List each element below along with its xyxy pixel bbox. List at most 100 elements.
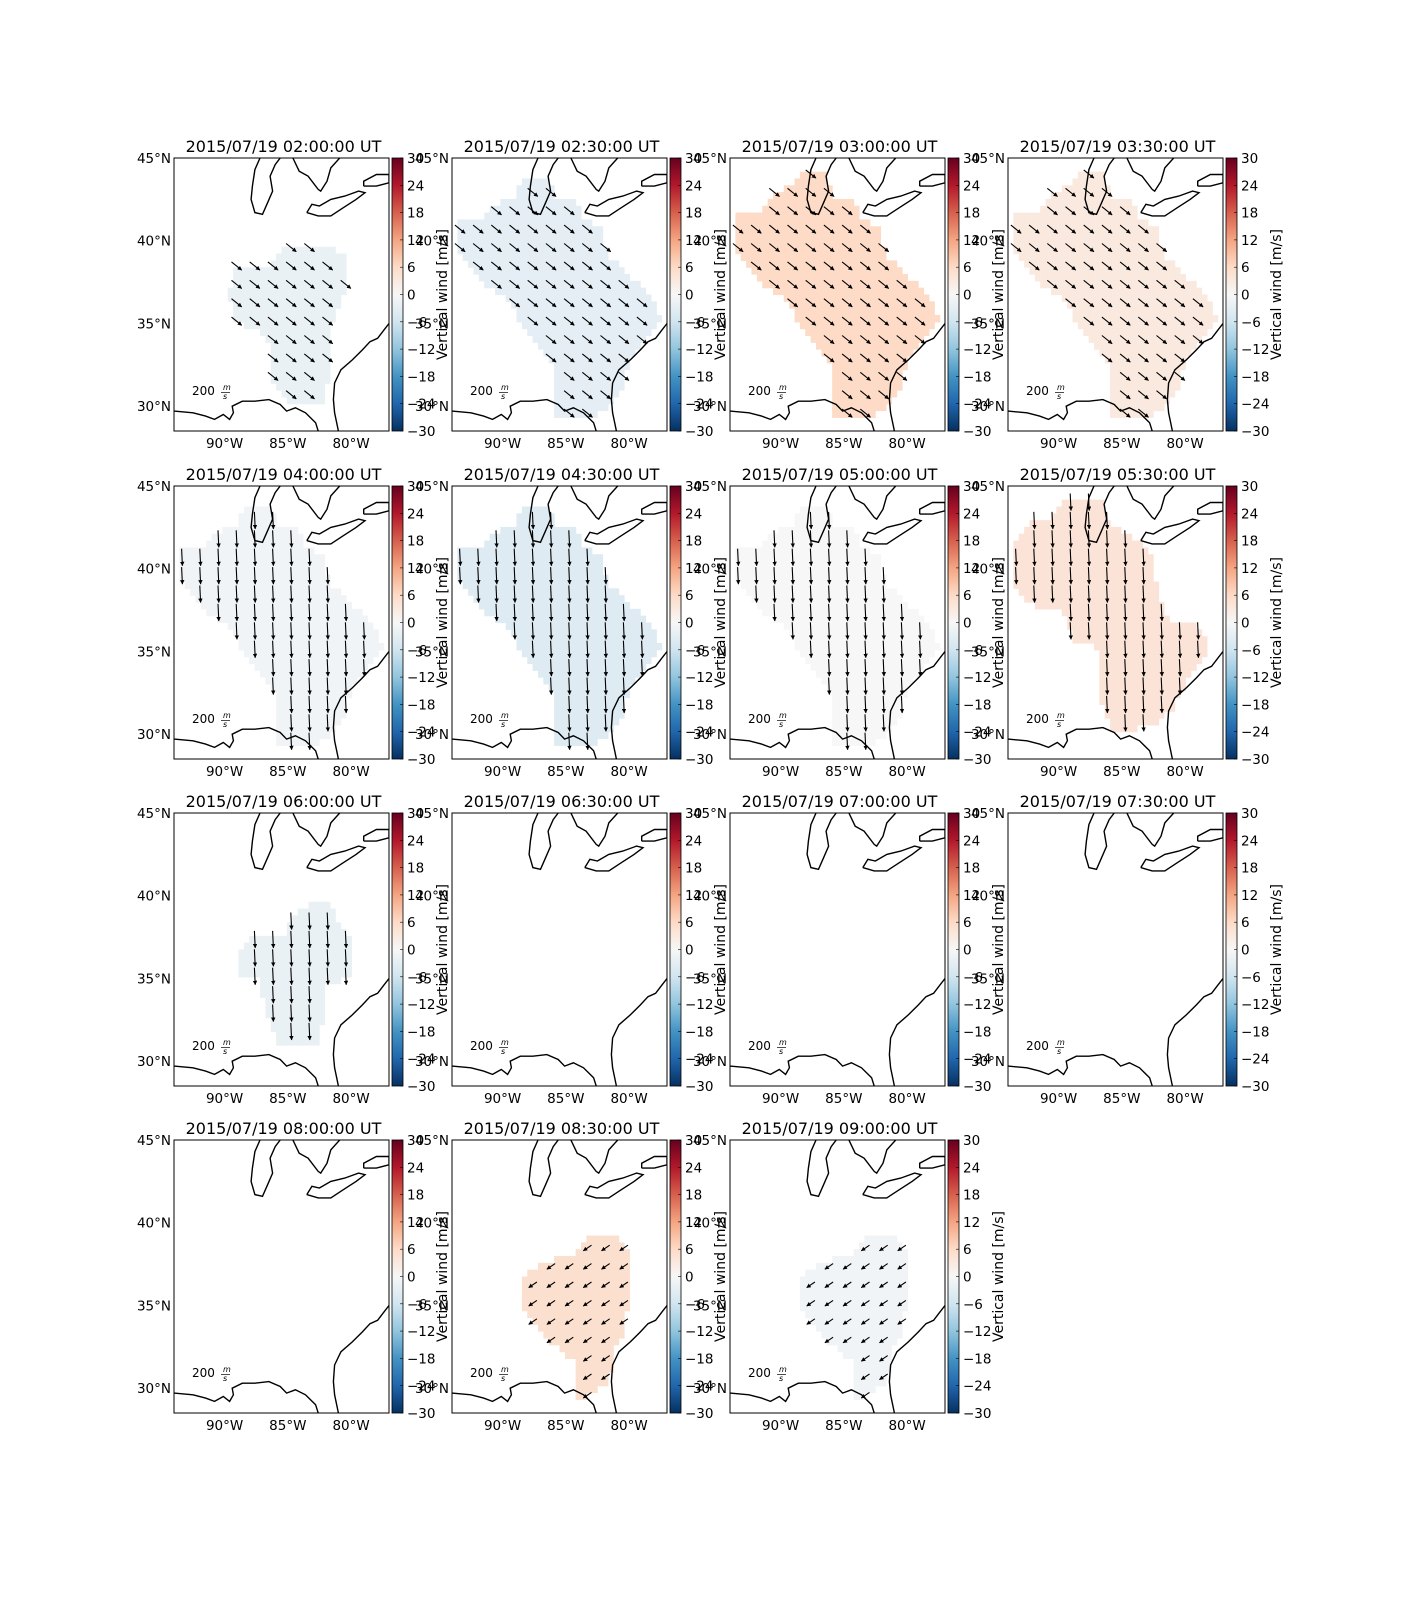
wind-cell: [554, 328, 561, 337]
wind-cell: [292, 615, 299, 624]
wind-cell: [270, 349, 277, 357]
wind-cell: [179, 547, 186, 555]
wind-cell: [1163, 321, 1170, 330]
wind-cell: [319, 683, 326, 692]
wind-cell: [281, 697, 288, 705]
wind-cell: [367, 622, 374, 630]
wind-cell: [292, 663, 299, 671]
panel-frame: [173, 157, 390, 432]
wind-cell: [1115, 219, 1122, 227]
colorbar-tick-label: 0: [685, 616, 694, 632]
wind-cell: [789, 615, 796, 624]
wind-cell: [842, 280, 849, 289]
wind-cell: [810, 294, 817, 302]
wind-cell: [254, 274, 261, 282]
wind-cell: [308, 314, 315, 323]
wind-vector: [303, 371, 315, 381]
wind-cell: [184, 581, 191, 589]
wind-cell: [206, 567, 213, 576]
panel-title: 2015/07/19 03:00:00 UT: [742, 137, 938, 156]
wind-cell: [313, 724, 320, 733]
wind-cell: [564, 267, 571, 275]
wind-cell: [346, 649, 352, 658]
wind-cell: [853, 554, 860, 562]
wind-cell: [607, 663, 614, 671]
wind-cell: [532, 629, 539, 637]
wind-cell: [254, 574, 261, 583]
wind-cell: [313, 642, 320, 651]
wind-cell: [260, 526, 266, 535]
wind-cell: [837, 376, 844, 384]
wind-cell: [613, 294, 620, 302]
wind-cell: [816, 239, 822, 248]
wind-cell: [468, 233, 475, 241]
wind-cell: [206, 540, 213, 549]
wind-cell: [880, 308, 887, 316]
wind-cell: [746, 561, 753, 569]
wind-cell: [591, 581, 598, 589]
wind-cell: [1147, 308, 1154, 316]
wind-cell: [543, 622, 550, 630]
wind-cell: [538, 663, 544, 671]
wind-cell: [789, 212, 796, 221]
wind-cell: [1056, 280, 1063, 289]
wind-cell: [462, 253, 469, 261]
wind-cell: [276, 629, 283, 637]
wind-cell: [286, 362, 293, 371]
wind-cell: [521, 526, 528, 535]
wind-cell: [597, 636, 604, 644]
wind-cell: [624, 649, 630, 658]
wind-cell: [902, 335, 908, 343]
wind-vector: [322, 261, 334, 271]
wind-cell: [1110, 274, 1117, 282]
wind-cell: [303, 267, 309, 275]
wind-cell: [303, 396, 309, 405]
wind-cell: [902, 314, 908, 323]
wind-cell: [837, 342, 844, 350]
wind-cell: [864, 239, 871, 248]
wind-cell: [746, 219, 753, 227]
wind-cell: [1190, 294, 1197, 302]
wind-cell: [602, 581, 609, 589]
wind-cell: [859, 301, 865, 309]
wind-cell: [767, 246, 774, 255]
wind-cell: [575, 602, 582, 610]
wind-cell: [1018, 233, 1025, 241]
wind-cell: [227, 595, 234, 603]
wind-cell: [1061, 198, 1068, 207]
wind-vector: [530, 585, 536, 603]
wind-cell: [362, 663, 369, 671]
wind-cell: [548, 287, 555, 296]
wind-cell: [634, 642, 641, 651]
wind-cell: [778, 267, 785, 275]
wind-cell: [1120, 267, 1127, 275]
wind-cell: [1104, 205, 1111, 214]
wind-cell: [1067, 274, 1074, 282]
wind-cell: [217, 615, 223, 624]
wind-cell: [329, 711, 336, 719]
wind-cell: [618, 376, 625, 384]
wind-cell: [297, 581, 304, 589]
wind-cell: [319, 690, 326, 699]
wind-cell: [805, 274, 812, 282]
wind-cell: [1056, 260, 1063, 268]
wind-cell: [1083, 219, 1090, 227]
wind-cell: [837, 308, 844, 316]
wind-cell: [1088, 205, 1095, 214]
wind-cell: [1099, 205, 1106, 214]
wind-cell: [1120, 246, 1127, 255]
wind-cell: [629, 314, 636, 323]
wind-vector: [878, 298, 890, 308]
wind-cell: [1099, 219, 1106, 227]
wind-cell: [217, 533, 223, 542]
wind-cell: [869, 362, 876, 371]
wind-cell: [319, 670, 326, 678]
wind-cell: [1083, 328, 1090, 337]
wind-cell: [195, 567, 202, 576]
wind-cell: [265, 561, 272, 569]
wind-cell: [303, 704, 309, 712]
wind-vector: [343, 622, 349, 640]
wind-vector: [841, 224, 853, 234]
wind-cell: [489, 280, 496, 289]
wind-cell: [1137, 376, 1143, 384]
